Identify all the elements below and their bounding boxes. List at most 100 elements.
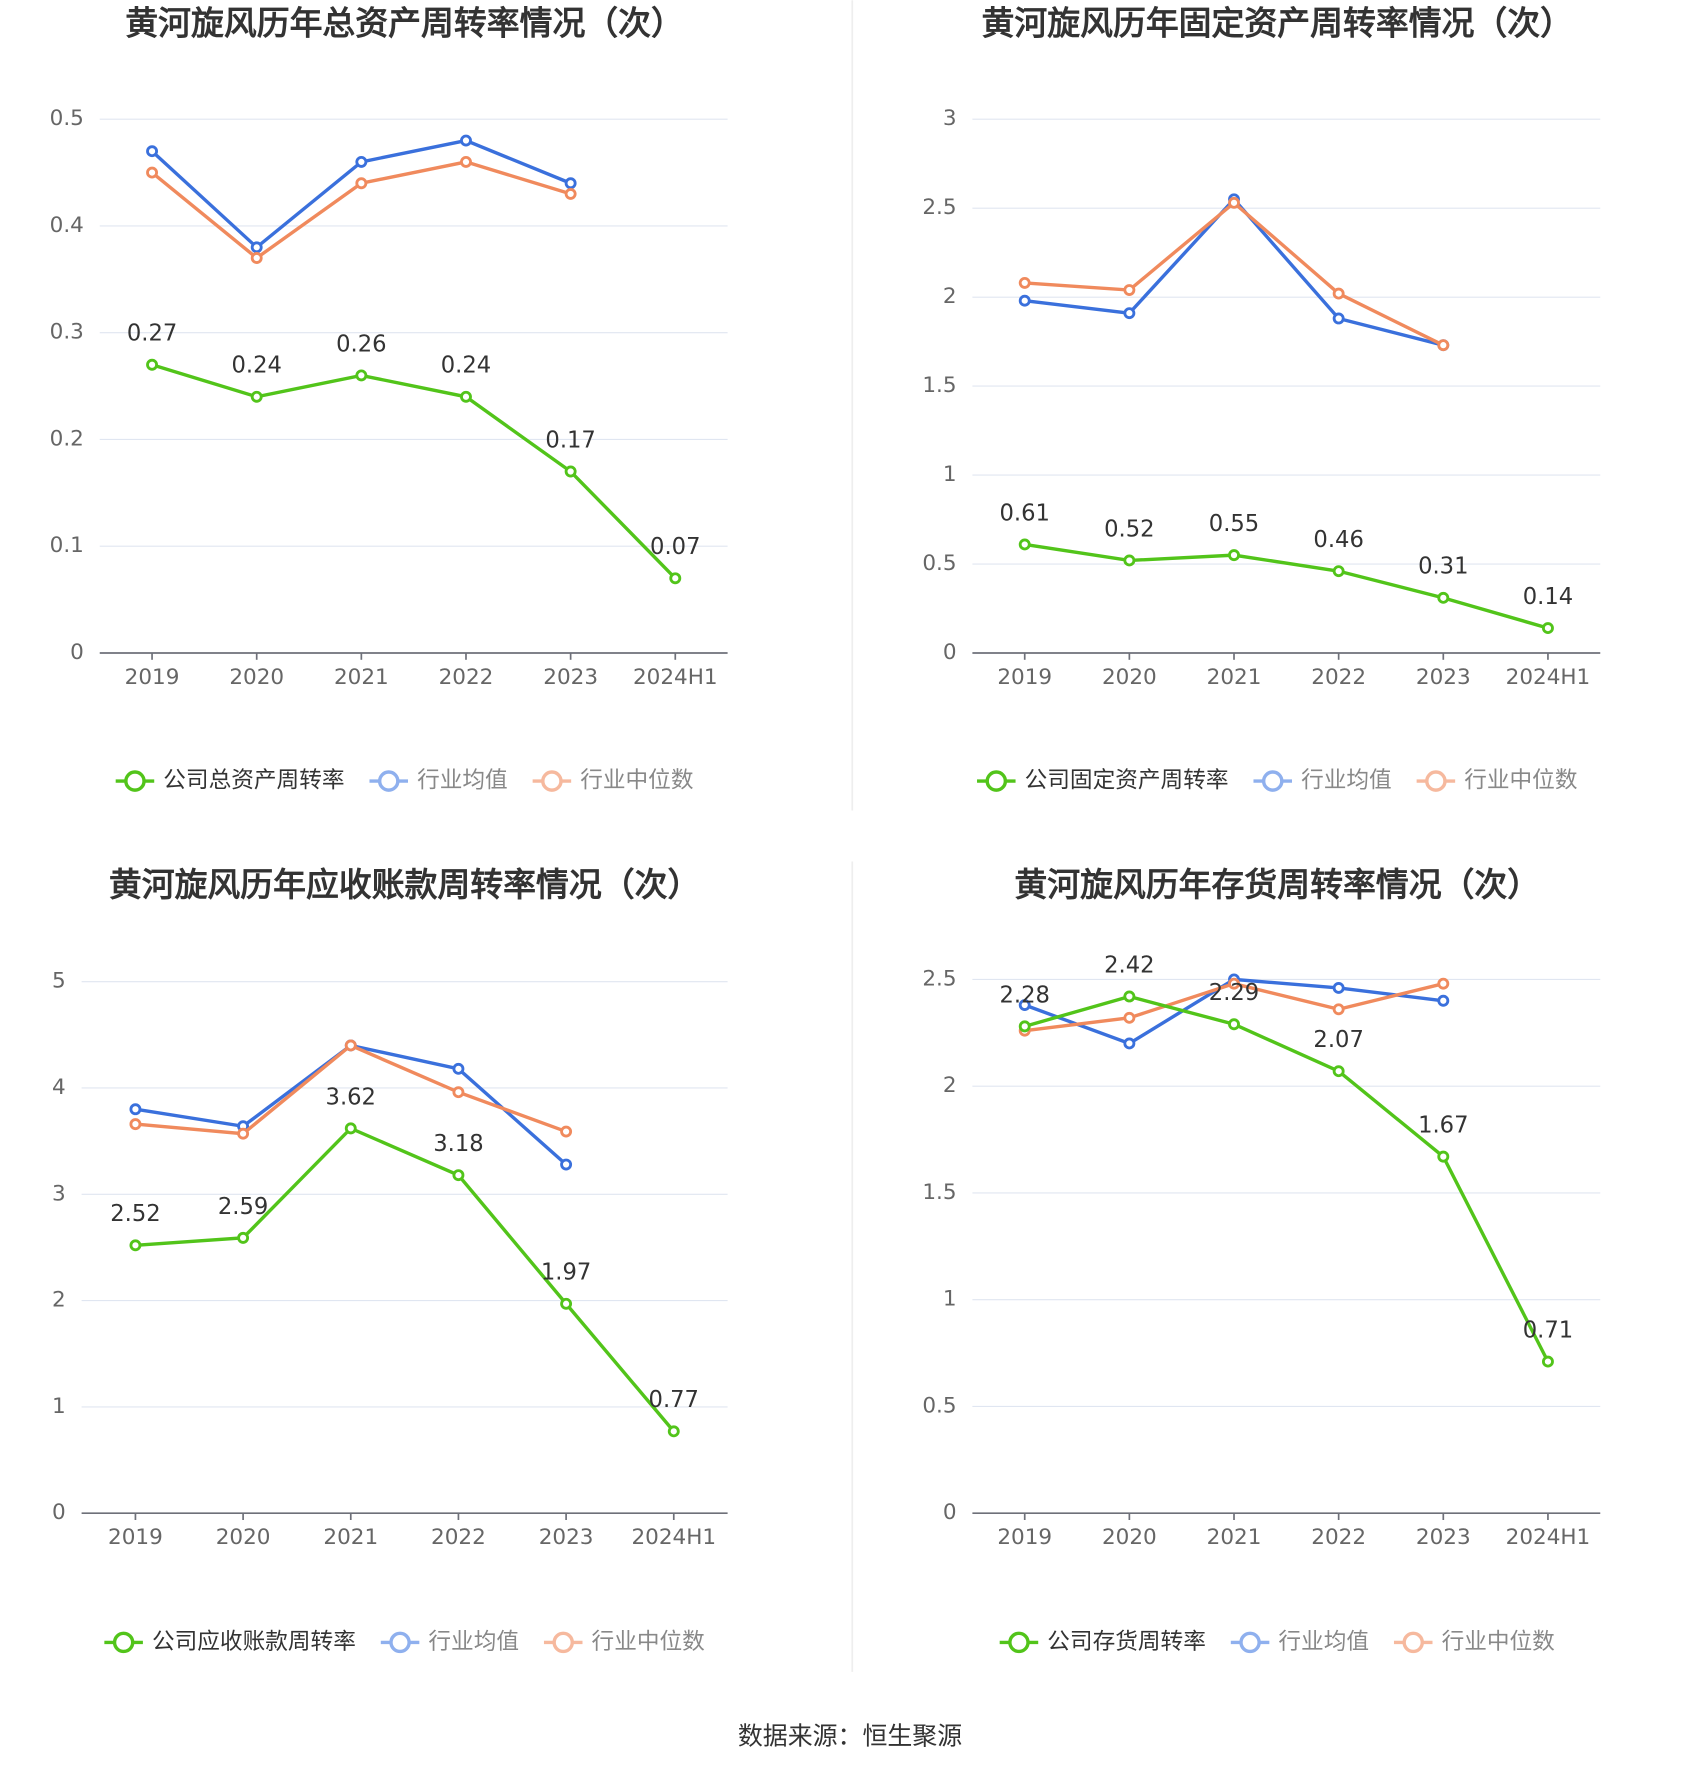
y-tick-label: 1: [943, 1287, 957, 1312]
point: [1018, 538, 1031, 551]
x-tick-label: 2023: [1416, 665, 1471, 690]
y-tick-label: 0.4: [50, 213, 84, 238]
point: [1018, 294, 1031, 307]
x-tick-label: 2023: [543, 665, 598, 690]
legend-icon: [1402, 1631, 1425, 1654]
point: [1437, 977, 1450, 990]
y-tick-label: 2: [943, 284, 957, 309]
y-tick-label: 0.5: [922, 551, 956, 576]
x-tick-label: 2022: [439, 665, 494, 690]
x-tick-label: 2021: [1207, 665, 1262, 690]
point: [1437, 339, 1450, 352]
x-tick-label: 2021: [1207, 1525, 1262, 1550]
y-tick-label: 0: [943, 640, 957, 665]
y-tick-label: 5: [52, 969, 66, 994]
point: [564, 187, 577, 200]
legend-label: 公司存货周转率: [1047, 1629, 1206, 1655]
point: [564, 465, 577, 478]
legend-icon: [377, 770, 400, 792]
legend-icon: [124, 770, 146, 792]
point: [146, 358, 159, 371]
data-label: 0.14: [1523, 584, 1573, 610]
point: [1123, 1011, 1136, 1024]
x-tick-label: 2024H1: [1506, 665, 1591, 690]
x-tick-label: 2019: [125, 665, 180, 690]
source: 数据来源：恒生聚源: [738, 1722, 962, 1751]
data-label: 2.07: [1313, 1027, 1363, 1053]
x-tick-label: 2024H1: [1506, 1525, 1591, 1550]
data-label: 0.71: [1523, 1318, 1573, 1344]
y-tick-label: 2: [943, 1073, 957, 1098]
point: [1123, 990, 1136, 1003]
legend-label: 行业均值: [1278, 1629, 1369, 1655]
point: [1332, 287, 1345, 300]
point: [1228, 977, 1240, 990]
y-tick-label: 1: [943, 462, 957, 487]
chart-title: 黄河旋风历年固定资产周转率情况（次）: [982, 4, 1573, 43]
point: [560, 1297, 573, 1310]
y-tick-label: 2.5: [922, 966, 956, 991]
legend-icon: [1008, 1631, 1030, 1654]
data-label: 0.46: [1313, 527, 1363, 553]
point: [250, 241, 263, 254]
y-tick-label: 4: [52, 1075, 66, 1100]
y-tick-label: 3: [943, 106, 957, 131]
x-tick-label: 2021: [334, 665, 389, 690]
point: [1437, 994, 1450, 1007]
data-label: 0.26: [336, 331, 386, 357]
y-tick-label: 0.2: [50, 426, 84, 451]
x-tick-label: 2022: [1311, 1525, 1366, 1550]
data-label: 2.29: [1209, 980, 1259, 1006]
data-label: 2.59: [218, 1194, 268, 1220]
legend-label: 行业中位数: [580, 768, 694, 794]
data-label: 3.18: [433, 1131, 483, 1157]
x-tick-label: 2020: [1102, 1525, 1157, 1550]
y-tick-label: 3: [52, 1181, 66, 1206]
x-tick-label: 2021: [323, 1525, 378, 1550]
point: [1437, 1150, 1450, 1163]
data-label: 1.97: [541, 1260, 591, 1286]
y-tick-label: 0: [52, 1500, 66, 1525]
series-line: [151, 363, 677, 580]
point: [560, 1125, 573, 1138]
x-tick-label: 2019: [997, 665, 1052, 690]
legend-icon: [541, 770, 563, 792]
point: [1123, 307, 1136, 320]
point: [237, 1127, 250, 1140]
point: [250, 252, 263, 264]
legend-label: 行业中位数: [1442, 1629, 1556, 1655]
x-tick-label: 2023: [539, 1525, 594, 1550]
legend-label: 行业均值: [1301, 768, 1392, 794]
point: [667, 1425, 680, 1438]
y-tick-label: 2: [52, 1288, 66, 1313]
x-tick-label: 2019: [997, 1525, 1052, 1550]
point: [560, 1158, 573, 1171]
x-tick-label: 2020: [216, 1525, 271, 1550]
y-tick-label: 0: [70, 640, 84, 665]
point: [129, 1103, 142, 1116]
point: [1541, 1355, 1554, 1368]
data-label: 0.07: [650, 534, 700, 560]
point: [1332, 312, 1345, 325]
series-line: [1024, 994, 1550, 1363]
data-label: 0.24: [231, 353, 281, 379]
data-label: 0.31: [1418, 554, 1468, 580]
data-label: 2.52: [110, 1201, 160, 1227]
legend-icon: [552, 1631, 574, 1654]
legend-label: 行业均值: [428, 1629, 519, 1655]
data-label: 0.17: [545, 427, 595, 453]
data-label: 2.28: [999, 982, 1049, 1008]
point: [452, 1086, 465, 1099]
chart-title: 黄河旋风历年存货周转率情况（次）: [1014, 865, 1540, 904]
legend-icon: [1425, 770, 1447, 792]
legend-icon: [1261, 770, 1284, 792]
y-tick-label: 2.5: [922, 195, 956, 220]
data-label: 0.52: [1104, 516, 1154, 542]
y-tick-label: 1.5: [922, 1180, 956, 1205]
data-label: 0.55: [1209, 511, 1259, 537]
series-line: [1024, 542, 1549, 630]
legend-label: 公司总资产周转率: [163, 768, 344, 794]
legend-label: 行业中位数: [592, 1629, 706, 1655]
